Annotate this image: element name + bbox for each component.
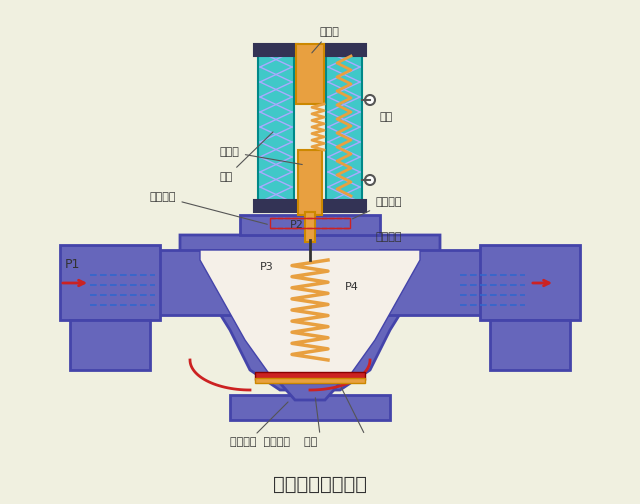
Circle shape: [365, 95, 375, 105]
Bar: [254, 44, 298, 56]
Bar: [322, 44, 366, 56]
Circle shape: [365, 175, 375, 185]
Text: 管道联系式电磁阀: 管道联系式电磁阀: [273, 475, 367, 494]
Polygon shape: [280, 383, 340, 400]
Bar: [258, 48, 294, 208]
Bar: [322, 200, 366, 212]
Text: P3: P3: [260, 262, 274, 272]
Text: P1: P1: [65, 258, 81, 271]
Bar: [255, 378, 365, 383]
Bar: [480, 245, 580, 320]
Bar: [254, 200, 298, 212]
Bar: [490, 320, 570, 370]
Bar: [240, 215, 380, 235]
Bar: [326, 48, 362, 208]
Bar: [298, 150, 322, 215]
Text: P2: P2: [290, 220, 304, 230]
Bar: [255, 372, 365, 380]
Bar: [305, 212, 315, 242]
Text: 弹簧: 弹簧: [380, 112, 393, 122]
Bar: [380, 250, 500, 315]
Text: 泄孔孔道: 泄孔孔道: [375, 232, 401, 242]
Bar: [296, 44, 324, 104]
Text: 动铁心: 动铁心: [220, 147, 302, 164]
Bar: [230, 395, 390, 420]
Bar: [70, 250, 310, 315]
Polygon shape: [180, 235, 440, 390]
Text: 主阀阀座  主阀阀芯    膜片: 主阀阀座 主阀阀芯 膜片: [230, 437, 317, 447]
Text: 导阀阀座: 导阀阀座: [353, 197, 401, 219]
Bar: [70, 320, 150, 370]
Bar: [60, 245, 160, 320]
Text: P4: P4: [345, 282, 359, 292]
Text: 定铁心: 定铁心: [312, 27, 340, 53]
Polygon shape: [200, 250, 420, 385]
Text: 平衡孔道: 平衡孔道: [150, 192, 268, 224]
Text: 线圈: 线圈: [220, 132, 273, 182]
